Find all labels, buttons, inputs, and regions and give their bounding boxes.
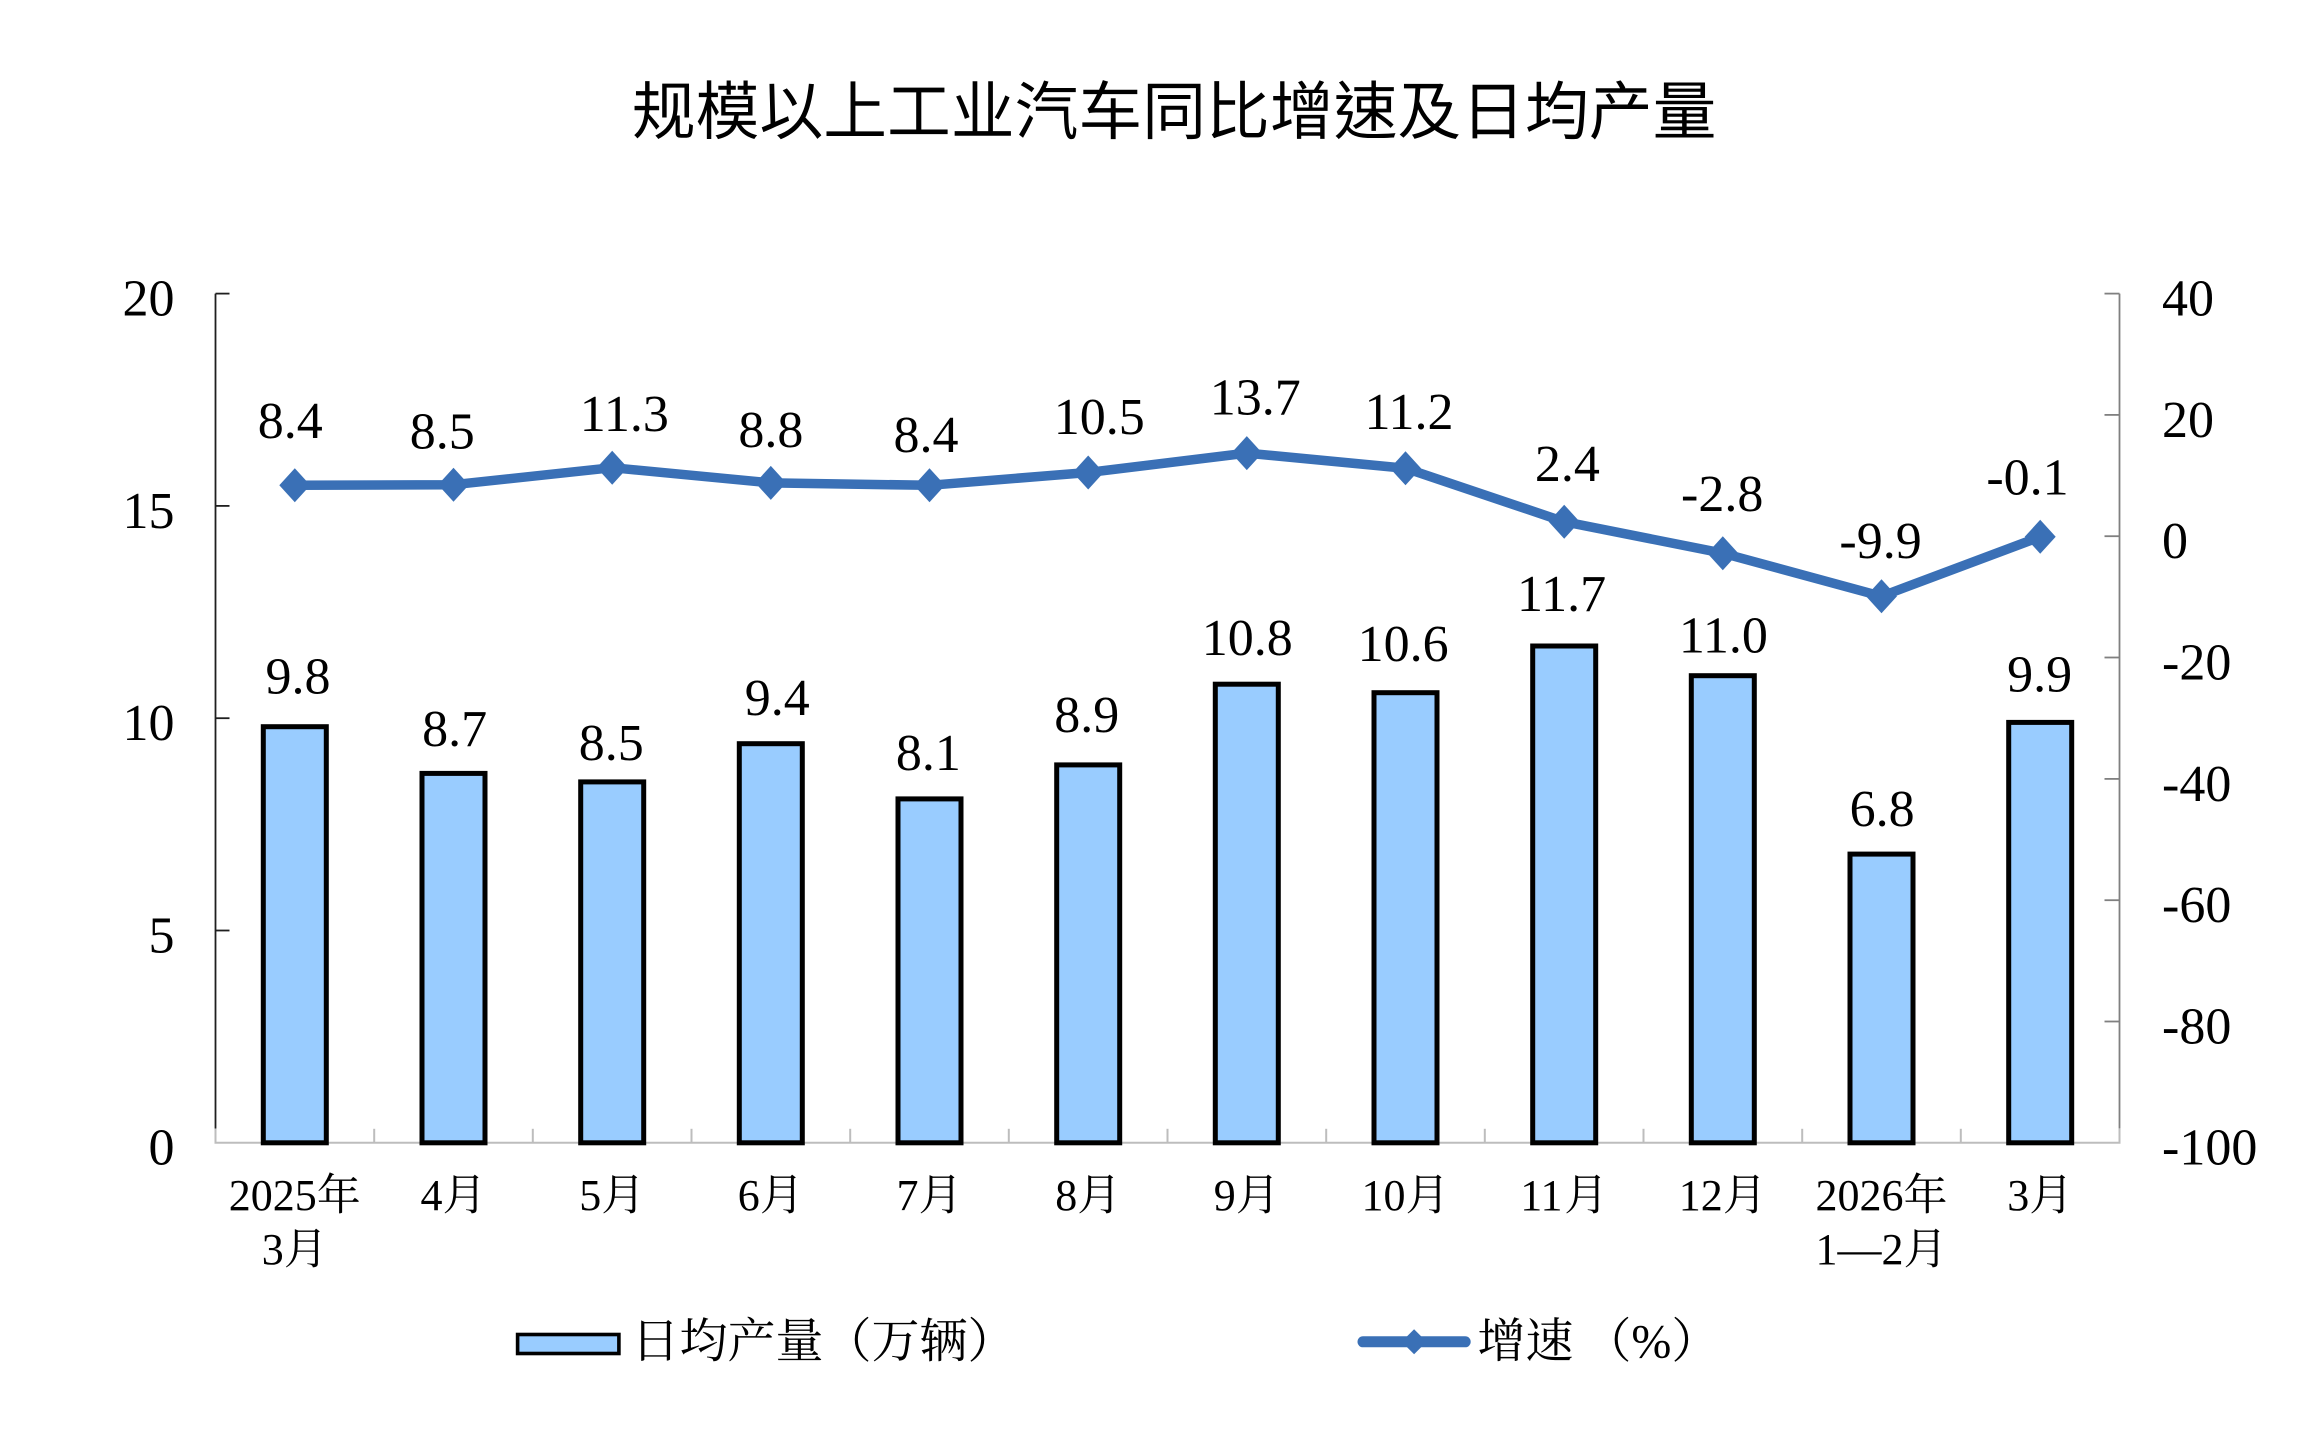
svg-text:11: 11 bbox=[1520, 1171, 1562, 1220]
svg-text:1—2: 1—2 bbox=[1816, 1225, 1904, 1274]
svg-text:3: 3 bbox=[262, 1225, 284, 1274]
svg-text:12: 12 bbox=[1679, 1171, 1723, 1220]
svg-text:13.7: 13.7 bbox=[1210, 370, 1301, 427]
svg-text:10.6: 10.6 bbox=[1358, 616, 1449, 673]
svg-text:-40: -40 bbox=[2162, 756, 2231, 813]
svg-text:8.4: 8.4 bbox=[894, 407, 959, 464]
svg-text:11.7: 11.7 bbox=[1517, 566, 1606, 623]
svg-text:15: 15 bbox=[123, 483, 175, 540]
svg-text:9.8: 9.8 bbox=[266, 649, 331, 706]
svg-text:8.7: 8.7 bbox=[422, 701, 487, 758]
svg-text:0: 0 bbox=[2162, 513, 2188, 570]
svg-text:-60: -60 bbox=[2162, 877, 2231, 934]
svg-text:6: 6 bbox=[738, 1171, 760, 1220]
svg-text:20: 20 bbox=[2162, 392, 2214, 449]
svg-text:11.3: 11.3 bbox=[580, 386, 669, 443]
svg-text:3: 3 bbox=[2007, 1171, 2029, 1220]
svg-text:7: 7 bbox=[897, 1171, 919, 1220]
svg-text:-80: -80 bbox=[2162, 998, 2231, 1055]
svg-text:-2.8: -2.8 bbox=[1681, 466, 1763, 523]
svg-text:8: 8 bbox=[1055, 1171, 1077, 1220]
svg-text:%: % bbox=[1631, 1316, 1671, 1369]
svg-text:11.2: 11.2 bbox=[1364, 384, 1453, 441]
svg-text:4: 4 bbox=[421, 1171, 443, 1220]
svg-text:2025: 2025 bbox=[229, 1171, 317, 1220]
svg-text:20: 20 bbox=[123, 271, 175, 328]
svg-text:10.8: 10.8 bbox=[1202, 610, 1293, 667]
svg-text:9.9: 9.9 bbox=[2007, 646, 2072, 703]
svg-text:8.8: 8.8 bbox=[738, 402, 803, 459]
svg-text:8.9: 8.9 bbox=[1054, 687, 1119, 744]
svg-text:-0.1: -0.1 bbox=[1986, 449, 2068, 506]
svg-text:0: 0 bbox=[149, 1120, 175, 1177]
svg-text:8.4: 8.4 bbox=[258, 393, 323, 450]
svg-text:2.4: 2.4 bbox=[1535, 436, 1600, 493]
svg-text:10: 10 bbox=[1362, 1171, 1406, 1220]
svg-text:-100: -100 bbox=[2162, 1120, 2257, 1177]
svg-text:8.1: 8.1 bbox=[896, 725, 961, 782]
svg-text:9: 9 bbox=[1214, 1171, 1236, 1220]
svg-text:5: 5 bbox=[149, 907, 175, 964]
svg-text:-9.9: -9.9 bbox=[1839, 513, 1921, 570]
svg-text:8.5: 8.5 bbox=[579, 715, 644, 772]
svg-text:2026: 2026 bbox=[1816, 1171, 1904, 1220]
svg-text:8.5: 8.5 bbox=[410, 404, 475, 461]
svg-text:11.0: 11.0 bbox=[1679, 607, 1768, 664]
svg-text:6.8: 6.8 bbox=[1850, 781, 1915, 838]
svg-text:9.4: 9.4 bbox=[745, 670, 810, 727]
svg-text:-20: -20 bbox=[2162, 634, 2231, 691]
svg-text:10: 10 bbox=[123, 695, 175, 752]
svg-text:5: 5 bbox=[579, 1171, 601, 1220]
svg-text:40: 40 bbox=[2162, 271, 2214, 328]
svg-text:10.5: 10.5 bbox=[1054, 389, 1145, 446]
